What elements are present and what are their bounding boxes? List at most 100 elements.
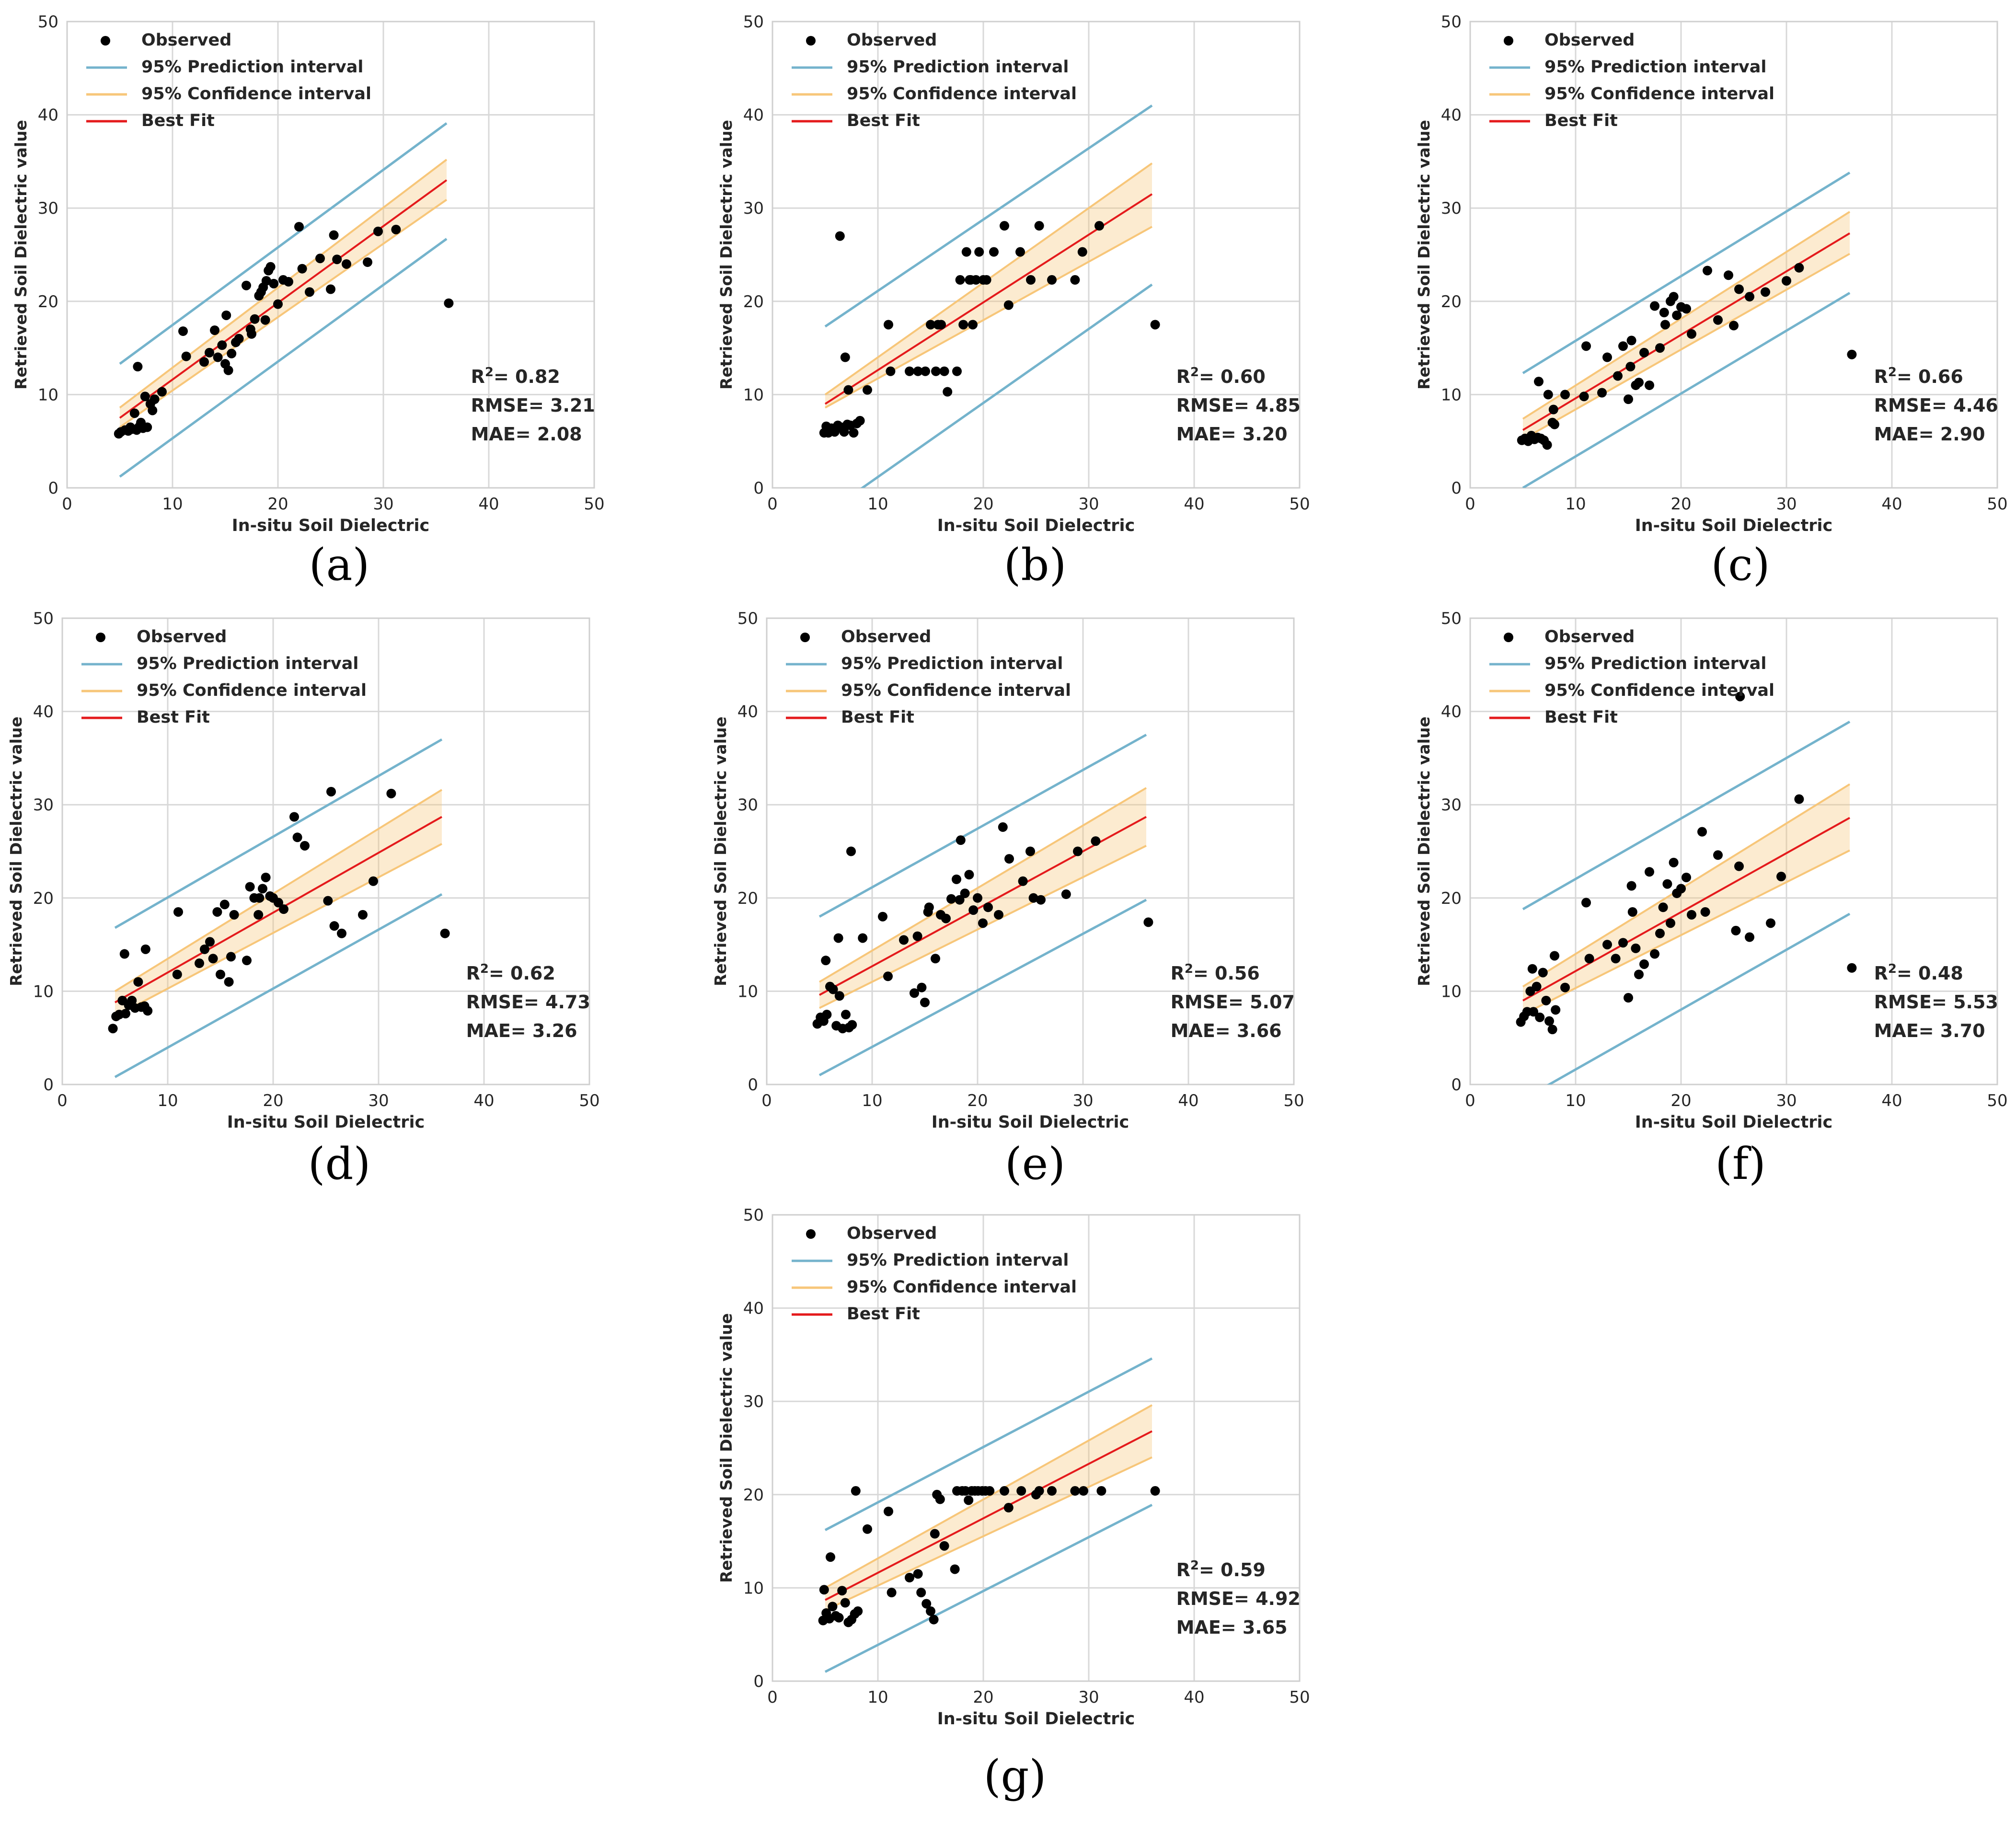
prediction-interval-upper	[818, 734, 1147, 918]
x-tick-label: 40	[1184, 495, 1204, 514]
y-tick-label: 10	[1441, 982, 1462, 1001]
x-tick-label: 50	[1289, 1688, 1310, 1707]
observed-point	[1650, 949, 1659, 959]
observed-point	[1660, 320, 1670, 330]
observed-point	[181, 351, 191, 361]
observed-point	[1729, 321, 1739, 331]
x-tick-label: 40	[1184, 1688, 1204, 1707]
y-tick-label: 40	[1441, 106, 1462, 125]
stat-mae: MAE= 3.66	[1171, 1020, 1282, 1041]
observed-point	[921, 366, 930, 376]
best-fit-line	[825, 1430, 1152, 1601]
x-tick-label: 50	[1987, 495, 2007, 514]
observed-point	[133, 362, 143, 372]
observed-point	[1847, 349, 1857, 359]
observed-point	[1527, 964, 1537, 974]
observed-point	[926, 1606, 935, 1616]
observed-point	[329, 230, 339, 240]
stat-rmse: RMSE= 4.46	[1874, 395, 1998, 416]
x-tick-label: 10	[1565, 495, 1586, 514]
confidence-interval-upper	[114, 789, 443, 992]
legend-marker-observed	[101, 36, 110, 46]
y-tick-label: 40	[743, 1299, 764, 1318]
y-tick-label: 10	[737, 982, 758, 1001]
observed-point	[952, 366, 962, 376]
panel-caption: (e)	[1005, 1138, 1065, 1189]
x-tick-label: 50	[1987, 1091, 2007, 1110]
best-fit-line	[1522, 817, 1850, 1002]
y-tick-label: 20	[38, 292, 58, 311]
observed-point	[253, 910, 264, 920]
observed-point	[950, 1564, 960, 1574]
x-tick-label: 10	[867, 1688, 888, 1707]
y-tick-label: 30	[1441, 796, 1462, 815]
observed-point	[326, 284, 335, 294]
prediction-interval-upper	[824, 104, 1153, 328]
x-axis-label: In-situ Soil Dielectric	[1635, 1113, 1833, 1132]
confidence-band	[1523, 211, 1850, 439]
observed-point	[323, 896, 333, 906]
observed-point	[1532, 981, 1542, 992]
panel-caption: (f)	[1715, 1138, 1766, 1189]
plot-frame	[766, 617, 1295, 1085]
y-tick-label: 50	[1441, 609, 1462, 628]
legend: Observed 95% Prediction interval 95% Confi…	[786, 627, 1071, 727]
observed-point	[998, 822, 1008, 832]
observed-point	[205, 937, 215, 947]
legend-label: Observed	[141, 31, 231, 50]
observed-point	[217, 340, 227, 350]
observed-point	[261, 276, 271, 286]
observed-point	[1687, 329, 1696, 339]
legend-label: Best Fit	[847, 1304, 920, 1324]
y-tick-label: 20	[33, 889, 54, 908]
y-tick-label: 10	[1441, 385, 1462, 404]
observed-point	[887, 1588, 897, 1598]
x-tick-label: 30	[1776, 495, 1797, 514]
observed-point	[968, 320, 978, 330]
observed-point	[922, 1599, 932, 1609]
y-tick-label: 10	[33, 982, 54, 1001]
confidence-band	[819, 788, 1146, 1008]
legend: Observed 95% Prediction interval 95% Confi…	[1489, 627, 1774, 727]
observed-point	[1535, 1012, 1545, 1022]
x-tick-label: 10	[157, 1091, 178, 1110]
observed-point	[199, 357, 209, 367]
x-tick-label: 40	[478, 495, 499, 514]
legend-label: Best Fit	[1544, 708, 1618, 727]
observed-point	[1761, 287, 1770, 297]
observed-point	[846, 846, 856, 856]
observed-point	[1624, 394, 1633, 404]
legend-marker-observed	[1504, 633, 1513, 642]
observed-point	[444, 298, 454, 308]
prediction-interval-upper	[824, 1357, 1153, 1531]
observed-point	[843, 385, 853, 395]
observed-point	[1025, 846, 1035, 856]
observed-point	[1534, 377, 1544, 387]
observed-point	[242, 280, 251, 290]
panel-caption: (a)	[309, 539, 370, 590]
chart-panel-5: 0 10 20 30 40 50 0 10 20 30 40 50 In-situ Soil Diele…	[711, 609, 1304, 1189]
legend-label: 95% Confidence interval	[847, 1278, 1077, 1297]
observed-point	[1003, 300, 1014, 310]
observed-point	[1634, 378, 1644, 388]
legend: Observed 95% Prediction interval 95% Confi…	[1489, 31, 1774, 130]
legend-marker-observed	[806, 36, 816, 46]
observed-point	[1079, 1486, 1088, 1496]
panel-caption: (d)	[308, 1138, 371, 1189]
observed-point	[1634, 969, 1644, 980]
observed-point	[256, 287, 266, 297]
stat-r2: R2= 0.82	[471, 365, 560, 387]
observed-point	[858, 933, 868, 943]
observed-point	[910, 988, 919, 998]
x-tick-label: 50	[579, 1091, 599, 1110]
legend-label: 95% Prediction interval	[847, 58, 1069, 77]
observed-point	[840, 352, 850, 362]
y-tick-label: 20	[737, 889, 758, 908]
observed-point	[1018, 876, 1028, 886]
observed-point	[386, 788, 396, 798]
observed-point	[930, 1529, 940, 1539]
observed-point	[1579, 392, 1589, 402]
observed-point	[821, 956, 831, 966]
legend: Observed 95% Prediction interval 95% Confi…	[792, 1224, 1077, 1324]
legend-marker-observed	[800, 633, 810, 642]
